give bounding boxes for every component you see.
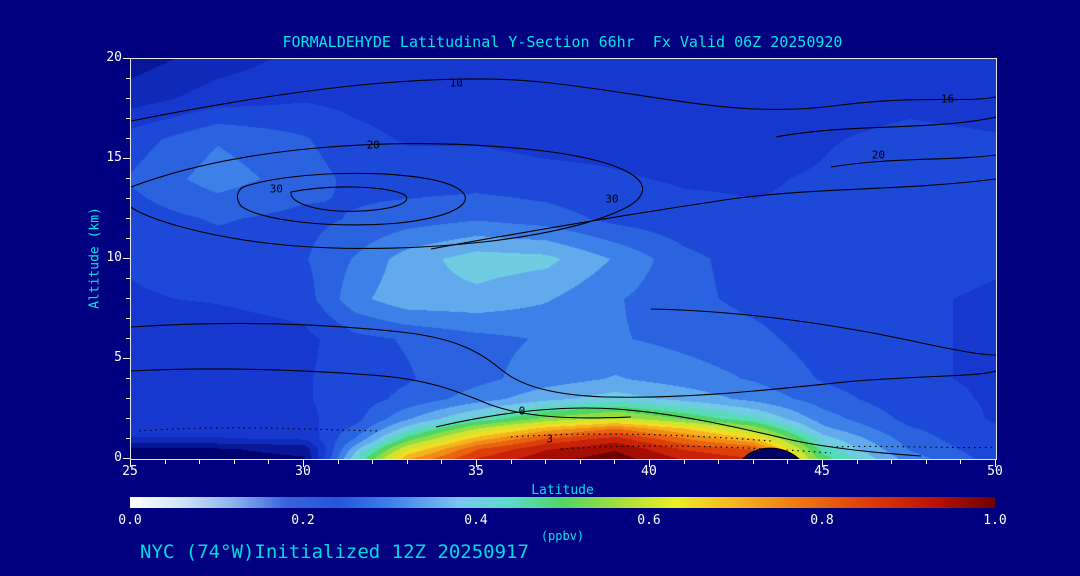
colorbar-tick-label: 1.0 [983,513,1007,528]
tick-mark [718,460,720,464]
tick-mark [123,158,130,159]
contour-line [430,178,996,250]
y-tick-label: 15 [106,150,122,165]
contour-label: 0 [518,404,526,418]
tick-mark [126,338,130,339]
y-tick-label: 10 [106,250,122,265]
contour-overlay [131,78,996,459]
colorbar-units-label: (ppbv) [540,529,585,543]
contour-line [290,186,408,212]
tick-mark [126,218,130,219]
tick-mark [337,460,339,464]
contour-line [236,172,466,226]
tick-mark [891,460,893,464]
tick-mark [126,178,130,179]
tick-mark [476,460,477,467]
contour-line-dotted [560,445,832,454]
tick-mark [126,78,130,79]
contour-line [131,368,632,419]
plot-frame: 10 20 30 30 20 16 0 3 [130,58,997,460]
tick-mark [130,460,131,467]
colorbar-tick-label: 0.0 [118,513,142,528]
contour-label: 10 [449,76,463,90]
y-tick-label: 5 [114,350,122,365]
y-tick-label: 20 [106,50,122,65]
contour-label: 30 [605,192,619,206]
x-tick-label: 45 [814,464,830,479]
x-axis-title: Latitude [531,483,594,498]
footer-note: NYC (74°W)Initialized 12Z 20250917 [140,541,529,563]
tick-mark [649,460,650,467]
tick-mark [960,460,962,464]
contour-label: 16 [940,92,955,106]
contour-label: 30 [269,182,283,196]
contour-label-layer: 10 20 30 30 20 16 0 3 [131,59,996,459]
tick-mark [303,460,304,467]
tick-mark [123,58,130,59]
tick-mark [406,460,408,464]
tick-mark [126,438,130,439]
contour-line [435,407,922,457]
tick-mark [126,398,130,399]
contour-line-dotted [138,427,380,432]
tick-mark [510,460,512,464]
contour-line [830,154,996,168]
contour-line [131,78,996,122]
tick-mark [126,418,130,419]
tick-mark [787,460,789,464]
heatmap-canvas [131,59,996,459]
tick-mark [233,460,235,464]
tick-mark [164,460,166,464]
tick-mark [123,258,130,259]
tick-mark [199,460,201,464]
contour-label: 20 [871,148,885,162]
colorbar-tick-label: 0.8 [810,513,834,528]
tick-mark [579,460,581,464]
tick-mark [995,460,996,467]
tick-mark [126,318,130,319]
tick-mark [126,278,130,279]
colorbar-tick-label: 0.4 [464,513,488,528]
contour-line [131,322,996,398]
tick-mark [123,458,130,459]
x-tick-label: 50 [987,464,1003,479]
x-tick-label: 25 [122,464,138,479]
tick-mark [545,460,547,464]
tick-mark [126,238,130,239]
tick-mark [123,358,130,359]
tick-mark [126,98,130,99]
colorbar-tick-label: 0.2 [291,513,315,528]
tick-mark [683,460,685,464]
tick-mark [441,460,443,464]
tick-mark [752,460,754,464]
tick-mark [126,298,130,299]
tick-mark [126,378,130,379]
contour-line [131,143,643,249]
tick-mark [925,460,927,464]
x-tick-label: 40 [641,464,657,479]
contour-line-dotted [510,433,772,442]
x-tick-label: 35 [468,464,484,479]
tick-mark [126,138,130,139]
y-tick-label: 0 [114,450,122,465]
tick-mark [614,460,616,464]
colorbar [130,497,995,508]
tick-mark [822,460,823,467]
terrain-bump [742,447,800,459]
tick-mark [268,460,270,464]
contour-line [775,116,996,138]
tick-mark [856,460,858,464]
x-tick-label: 30 [295,464,311,479]
tick-mark [372,460,374,464]
contour-line [650,308,996,356]
contour-label: 3 [546,432,553,446]
chart-title: FORMALDEHYDE Latitudinal Y-Section 66hr … [282,33,843,51]
colorbar-tick-label: 0.6 [637,513,661,528]
tick-mark [126,198,130,199]
contour-label: 20 [366,138,380,152]
tick-mark [126,118,130,119]
